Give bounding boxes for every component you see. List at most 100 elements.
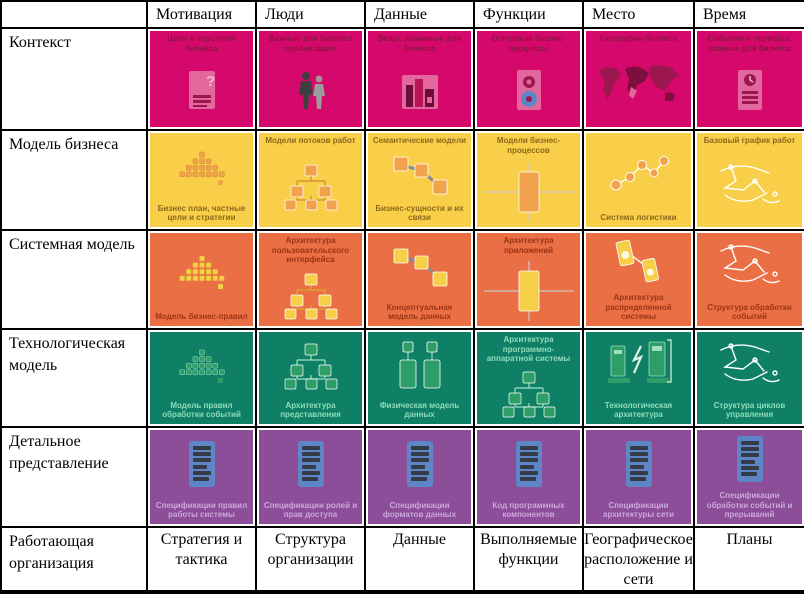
sketch-icon: [697, 233, 802, 302]
spec-document-icon: [150, 430, 253, 500]
cell-tile: Спецификации форматов данных: [368, 430, 471, 524]
tile-label-bottom: Модель правил обработки событий: [162, 400, 241, 420]
cell-tile: Базовый график работ: [697, 133, 802, 227]
tile-label-top: Цели и стратегия бизнеса: [167, 34, 236, 53]
footer-cell: Данные: [364, 526, 475, 594]
pyramid-icon: [150, 332, 253, 400]
row-header: Системная модель: [0, 229, 148, 330]
tile-label-top: Базовый график работ: [703, 136, 796, 145]
matrix-cell: Архитектура пользовательского интерфейса: [255, 229, 366, 330]
column-header: Место: [582, 0, 695, 29]
tile-label-bottom: Структура циклов управления: [713, 400, 786, 420]
cell-tile: География бизнеса: [586, 31, 691, 127]
sketch-icon: [697, 147, 802, 227]
matrix-cell: Спецификации обработки событий и прерыва…: [693, 426, 804, 528]
cell-tile: Физическая модель данных: [368, 332, 471, 424]
tile-label-bottom: Бизнес-сущности и их связи: [375, 203, 464, 223]
cell-tile: Семантические модели Бизнес-сущности и и…: [368, 133, 471, 227]
tile-label-bottom: Архитектура представления: [280, 400, 341, 420]
cell-tile: Система логистики: [586, 133, 691, 227]
matrix-cell: Физическая модель данных: [364, 328, 475, 428]
matrix-cell: Базовый график работ: [693, 129, 804, 231]
matrix-cell: Спецификации ролей и прав доступа: [255, 426, 366, 528]
matrix-cell: Основные бизнес-процессы: [473, 27, 584, 131]
matrix-cell: Структура обработки событий: [693, 229, 804, 330]
matrix-cell: География бизнеса: [582, 27, 695, 131]
matrix-cell: Спецификации архитектуры сети: [582, 426, 695, 528]
matrix-cell: Код программных компонентов: [473, 426, 584, 528]
footer-cell: Структура организации: [255, 526, 366, 594]
matrix-cell: Модель правил обработки событий: [146, 328, 257, 428]
tile-label-top: Архитектура пользовательского интерфейса: [271, 236, 350, 265]
matrix-row: Контекст Цели и стратегия бизнеса ? Важны…: [0, 27, 804, 131]
org-chart-icon: [259, 147, 362, 227]
cell-tile: Спецификации правил работы системы: [150, 430, 253, 524]
tile-label-bottom: Бизнес план, частные цели и стратегии: [157, 203, 246, 223]
cell-tile: События и периоды, важные для бизнеса: [697, 31, 802, 127]
tile-label-top: Вещи, значимые для бизнеса: [377, 34, 462, 53]
cell-tile: Спецификации обработки событий и прерыва…: [697, 430, 802, 524]
tile-label-bottom: Технологическая архитектура: [604, 400, 673, 420]
matrix-cell: Архитектура представления: [255, 328, 366, 428]
org-chart-icon: [477, 365, 580, 424]
tile-label-bottom: Структура обработки событий: [707, 302, 792, 322]
computers-lightning-icon: [586, 332, 691, 400]
network-nodes-icon: [586, 133, 691, 212]
components-icon: [368, 332, 471, 400]
tile-label-top: Основные бизнес-процессы: [491, 34, 566, 53]
devices-icon: [586, 233, 691, 292]
tile-label-bottom: Модель бизнес-правил: [155, 312, 248, 322]
process-box-icon: [477, 256, 580, 326]
matrix-cell: Архитектура распределенной системы: [582, 229, 695, 330]
column-header-row: Мотивация Люди Данные Функции Место Время: [0, 0, 804, 29]
footer-cell: Планы: [693, 526, 804, 594]
tile-label-bottom: Концептуальная модель данных: [386, 302, 453, 322]
tile-label-top: Семантические модели: [372, 136, 467, 145]
tile-label-top: Важные для бизнеса организации: [268, 34, 353, 53]
linked-squares-icon: [368, 233, 471, 302]
cell-tile: Модель правил обработки событий: [150, 332, 253, 424]
cell-tile: Архитектура приложений: [477, 233, 580, 326]
tile-label-bottom: Архитектура распределенной системы: [605, 293, 672, 322]
row-header: Технологическая модель: [0, 328, 148, 428]
cell-tile: Модели бизнес-процессов: [477, 133, 580, 227]
org-chart-icon: [259, 266, 362, 326]
matrix-cell: Модель бизнес-правил: [146, 229, 257, 330]
matrix-row: Детальное представление Спецификации пра…: [0, 426, 804, 528]
column-header: Время: [693, 0, 804, 29]
spec-document-icon: [368, 430, 471, 500]
cell-tile: Концептуальная модель данных: [368, 233, 471, 326]
tile-label-top: Модели бизнес-процессов: [496, 136, 561, 155]
pyramid-icon: [150, 233, 253, 311]
tile-label-bottom: Спецификации правил работы системы: [155, 500, 248, 520]
cell-tile: Бизнес план, частные цели и стратегии: [150, 133, 253, 227]
matrix-cell: Важные для бизнеса организации: [255, 27, 366, 131]
column-header: Люди: [255, 0, 366, 29]
row-header: Работающая организация: [0, 526, 148, 594]
row-header: Контекст: [0, 27, 148, 131]
footer-cell: Выполняемые функции: [473, 526, 584, 594]
matrix-cell: Технологическая архитектура: [582, 328, 695, 428]
matrix-cell: Бизнес план, частные цели и стратегии: [146, 129, 257, 231]
tile-label-top: Архитектура приложений: [503, 236, 554, 255]
tile-label-bottom: Спецификации форматов данных: [382, 500, 457, 520]
matrix-cell: Архитектура приложений: [473, 229, 584, 330]
tile-label-bottom: Физическая модель данных: [379, 400, 460, 420]
matrix-cell: Спецификации форматов данных: [364, 426, 475, 528]
spec-document-icon: [259, 430, 362, 500]
matrix-row: Системная модель Модель бизнес-правил Архи…: [0, 229, 804, 330]
matrix-cell: Концептуальная модель данных: [364, 229, 475, 330]
process-box-icon: [477, 156, 580, 227]
sketch-icon: [697, 332, 802, 400]
cell-tile: Важные для бизнеса организации: [259, 31, 362, 127]
column-header: Функции: [473, 0, 584, 29]
matrix-cell: Вещи, значимые для бизнеса: [364, 27, 475, 131]
cell-tile: Архитектура пользовательского интерфейса: [259, 233, 362, 326]
cell-tile: Вещи, значимые для бизнеса: [368, 31, 471, 127]
cell-tile: Спецификации архитектуры сети: [586, 430, 691, 524]
cell-tile: Технологическая архитектура: [586, 332, 691, 424]
spec-document-icon: [697, 430, 802, 490]
spec-document-icon: [586, 430, 691, 500]
matrix-cell: Спецификации правил работы системы: [146, 426, 257, 528]
tile-label-bottom: Спецификации обработки событий и прерыва…: [706, 491, 793, 520]
